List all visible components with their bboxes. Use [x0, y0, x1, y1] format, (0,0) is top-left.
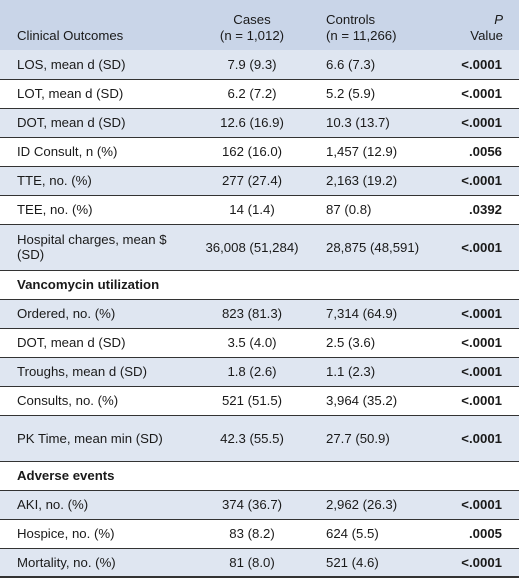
- section-vancomycin-utilization: Vancomycin utilization: [17, 277, 160, 292]
- header-cases: Cases (n = 1,012): [193, 0, 311, 50]
- table-row: AKI, no. (%) 374 (36.7) 2,962 (26.3) <.0…: [0, 490, 519, 519]
- row-p-value: <.0001: [461, 393, 502, 408]
- table-row: TEE, no. (%) 14 (1.4) 87 (0.8) .0392: [0, 195, 519, 224]
- row-p-value: <.0001: [461, 56, 502, 72]
- row-label: Troughs, mean d (SD): [17, 364, 147, 379]
- row-controls: [311, 461, 441, 490]
- row-label: AKI, no. (%): [17, 497, 89, 512]
- row-cases: [193, 270, 311, 299]
- table-row: Consults, no. (%) 521 (51.5) 3,964 (35.2…: [0, 386, 519, 415]
- row-controls: 1,457 (12.9): [326, 144, 398, 159]
- table-row: LOT, mean d (SD) 6.2 (7.2) 5.2 (5.9) <.0…: [0, 79, 519, 108]
- header-cases-n: (n = 1,012): [219, 28, 285, 43]
- row-cases: 1.8 (2.6): [227, 364, 277, 379]
- table-row: Troughs, mean d (SD) 1.8 (2.6) 1.1 (2.3)…: [0, 357, 519, 386]
- row-p-value: .0056: [468, 144, 502, 159]
- row-label: DOT, mean d (SD): [17, 335, 126, 350]
- row-label: Mortality, no. (%): [17, 554, 116, 570]
- row-cases: [193, 461, 311, 490]
- header-controls: Controls (n = 11,266): [311, 0, 441, 50]
- row-cases: 14 (1.4): [229, 202, 275, 217]
- row-p-value: <.0001: [461, 364, 502, 379]
- section-adverse-events: Adverse events: [17, 468, 115, 483]
- header-p-italic: P: [494, 12, 503, 27]
- row-cases: 374 (36.7): [221, 497, 283, 512]
- section-header-row: Vancomycin utilization: [0, 270, 519, 299]
- row-controls: 1.1 (2.3): [326, 364, 376, 379]
- header-cases-title: Cases: [233, 12, 271, 27]
- row-label: PK Time, mean min (SD): [17, 430, 163, 446]
- row-p-value: .0005: [468, 526, 502, 541]
- table-row: PK Time, mean min (SD) 42.3 (55.5) 27.7 …: [0, 415, 519, 461]
- row-controls: 3,964 (35.2): [326, 393, 398, 408]
- row-p-value: <.0001: [461, 306, 502, 321]
- row-cases: 42.3 (55.5): [220, 430, 284, 446]
- table-row: ID Consult, n (%) 162 (16.0) 1,457 (12.9…: [0, 137, 519, 166]
- table-row: Hospital charges, mean $ (SD) 36,008 (51…: [0, 224, 519, 270]
- row-p-value: <.0001: [461, 497, 502, 512]
- table-row: TTE, no. (%) 277 (27.4) 2,163 (19.2) <.0…: [0, 166, 519, 195]
- table-row: DOT, mean d (SD) 12.6 (16.9) 10.3 (13.7)…: [0, 108, 519, 137]
- table-row: LOS, mean d (SD) 7.9 (9.3) 6.6 (7.3) <.0…: [0, 50, 519, 79]
- row-label: ID Consult, n (%): [17, 144, 118, 159]
- row-cases: 7.9 (9.3): [227, 56, 277, 72]
- table-row: Mortality, no. (%) 81 (8.0) 521 (4.6) <.…: [0, 548, 519, 577]
- table-row: Ordered, no. (%) 823 (81.3) 7,314 (64.9)…: [0, 299, 519, 328]
- row-p-value: [441, 461, 519, 490]
- row-controls: [311, 270, 441, 299]
- header-controls-n: (n = 11,266): [326, 28, 397, 43]
- row-cases: 81 (8.0): [229, 554, 275, 570]
- row-p-value: <.0001: [461, 86, 502, 101]
- row-controls: 10.3 (13.7): [326, 115, 390, 130]
- row-label: Consults, no. (%): [17, 393, 119, 408]
- header-p-rest: Value: [470, 28, 503, 43]
- row-cases: 823 (81.3): [221, 306, 283, 321]
- row-p-value: [441, 270, 519, 299]
- row-controls: 28,875 (48,591): [326, 239, 420, 255]
- row-p-value: <.0001: [461, 335, 502, 350]
- row-cases: 83 (8.2): [229, 526, 275, 541]
- row-controls: 521 (4.6): [326, 554, 379, 570]
- row-cases: 12.6 (16.9): [220, 115, 284, 130]
- table-header-row: Clinical Outcomes Cases (n = 1,012) Cont…: [0, 0, 519, 50]
- row-cases: 6.2 (7.2): [227, 86, 277, 101]
- row-cases: 277 (27.4): [221, 173, 283, 188]
- row-label: TEE, no. (%): [17, 202, 93, 217]
- row-controls: 2.5 (3.6): [326, 335, 376, 350]
- row-controls: 7,314 (64.9): [326, 306, 398, 321]
- row-cases: 162 (16.0): [221, 144, 283, 159]
- row-controls: 2,962 (26.3): [326, 497, 398, 512]
- header-clinical-outcomes: Clinical Outcomes: [17, 28, 124, 43]
- row-cases: 3.5 (4.0): [227, 335, 277, 350]
- row-controls: 87 (0.8): [326, 202, 372, 217]
- row-label: DOT, mean d (SD): [17, 115, 126, 130]
- row-label: LOT, mean d (SD): [17, 86, 124, 101]
- row-p-value: <.0001: [461, 239, 502, 255]
- table-row: Hospice, no. (%) 83 (8.2) 624 (5.5) .000…: [0, 519, 519, 548]
- row-p-value: <.0001: [461, 173, 502, 188]
- row-controls: 2,163 (19.2): [326, 173, 398, 188]
- row-controls: 27.7 (50.9): [326, 430, 390, 446]
- row-p-value: <.0001: [461, 554, 502, 570]
- row-label: Hospital charges, mean $ (SD): [17, 232, 167, 262]
- row-cases: 521 (51.5): [221, 393, 283, 408]
- row-controls: 5.2 (5.9): [326, 86, 376, 101]
- row-label: Ordered, no. (%): [17, 306, 116, 321]
- row-controls: 6.6 (7.3): [326, 56, 376, 72]
- row-label: TTE, no. (%): [17, 173, 92, 188]
- table-row: DOT, mean d (SD) 3.5 (4.0) 2.5 (3.6) <.0…: [0, 328, 519, 357]
- row-p-value: <.0001: [461, 430, 502, 446]
- header-p-value: P Value: [441, 0, 519, 50]
- row-label: LOS, mean d (SD): [17, 56, 126, 72]
- section-header-row: Adverse events: [0, 461, 519, 490]
- row-cases: 36,008 (51,284): [205, 239, 299, 255]
- header-controls-title: Controls: [326, 12, 376, 27]
- row-p-value: <.0001: [461, 115, 502, 130]
- row-label: Hospice, no. (%): [17, 526, 115, 541]
- row-p-value: .0392: [468, 202, 502, 217]
- row-controls: 624 (5.5): [326, 526, 379, 541]
